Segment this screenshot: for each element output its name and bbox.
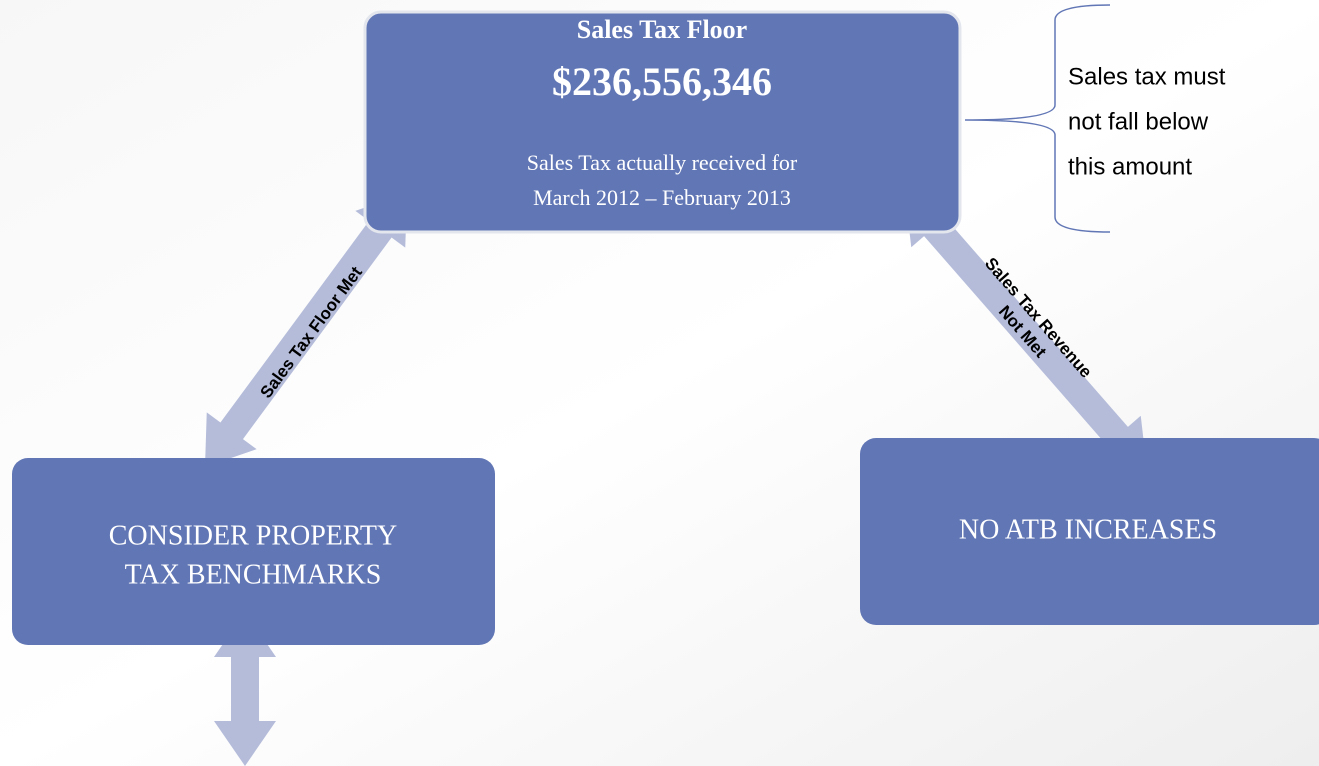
note-text: this amount <box>1068 153 1192 180</box>
right-box <box>860 438 1319 625</box>
double-arrow <box>204 192 408 468</box>
left-box <box>12 458 495 645</box>
note-text: not fall below <box>1068 108 1209 135</box>
brace <box>964 4 1111 233</box>
arrows <box>204 192 1148 766</box>
box-amount: $236,556,346 <box>552 59 772 104</box>
box-title: Sales Tax Floor <box>577 15 747 44</box>
double-arrow <box>904 192 1148 471</box>
box-text: TAX BENCHMARKS <box>125 559 382 590</box>
double-arrow <box>214 612 276 766</box>
box-text: March 2012 – February 2013 <box>533 185 791 210</box>
note-text: Sales tax must <box>1068 63 1226 90</box>
top-box <box>363 10 962 234</box>
box-text: CONSIDER PROPERTY <box>109 520 397 551</box>
box-text: Sales Tax actually received for <box>527 150 798 175</box>
box-text: NO ATB INCREASES <box>959 514 1217 545</box>
